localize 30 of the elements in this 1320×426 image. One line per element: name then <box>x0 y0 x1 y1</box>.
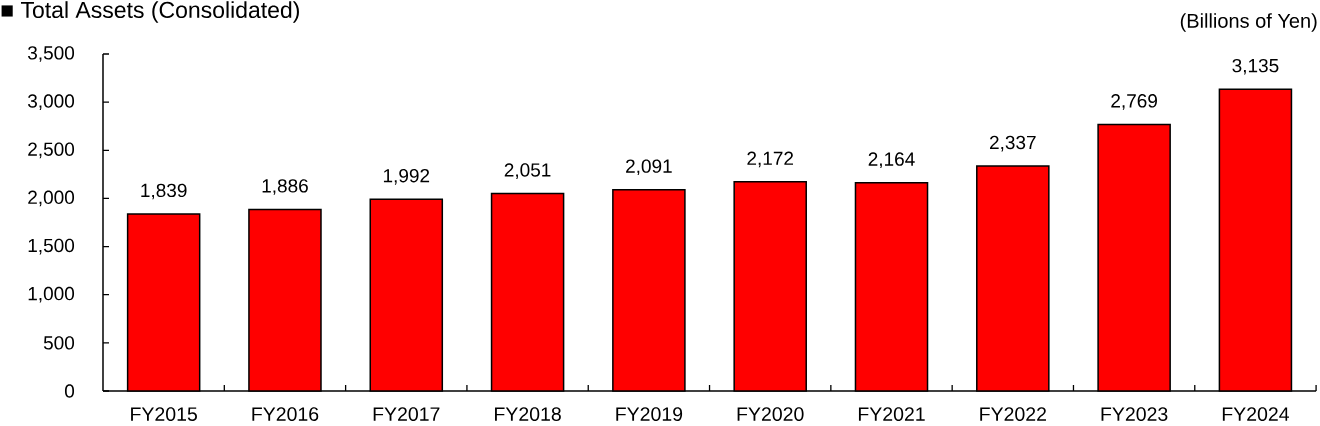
y-tick-label: 500 <box>43 336 75 350</box>
data-label: 1,886 <box>262 179 308 195</box>
y-tick-label: 1,000 <box>28 286 75 303</box>
y-tick-label: 2,000 <box>28 190 75 207</box>
x-tick-label: FY2021 <box>858 407 925 421</box>
data-label: 2,051 <box>504 163 551 179</box>
chart-title: ■ Total Assets (Consolidated) <box>1 1 299 23</box>
data-label: 1,992 <box>383 168 430 185</box>
x-tick-label: FY2017 <box>373 407 440 421</box>
y-tick-label: 3,500 <box>27 46 75 62</box>
data-label: 3,135 <box>1232 58 1279 75</box>
data-label: 2,164 <box>868 152 915 169</box>
data-label: 2,172 <box>747 151 794 168</box>
y-tick-label: 3,000 <box>27 94 75 110</box>
data-label: 1,839 <box>141 183 187 200</box>
y-tick-label: 2,500 <box>28 142 75 159</box>
data-label: 2,337 <box>990 135 1036 152</box>
x-tick-label: FY2023 <box>1101 407 1168 421</box>
data-label: 2,769 <box>1111 94 1157 110</box>
x-tick-label: FY2018 <box>495 407 561 421</box>
x-tick-label: FY2020 <box>737 407 804 421</box>
data-label: 2,091 <box>626 159 672 176</box>
x-tick-label: FY2024 <box>1222 407 1289 421</box>
x-tick-label: FY2022 <box>980 407 1046 421</box>
x-tick-label: FY2015 <box>131 407 197 421</box>
y-tick-label: 0 <box>64 384 75 398</box>
x-tick-label: FY2016 <box>252 407 319 421</box>
y-axis-title: (Billions of Yen) <box>1180 13 1317 32</box>
x-tick-label: FY2019 <box>616 407 683 421</box>
y-tick-label: 1,500 <box>28 238 75 255</box>
